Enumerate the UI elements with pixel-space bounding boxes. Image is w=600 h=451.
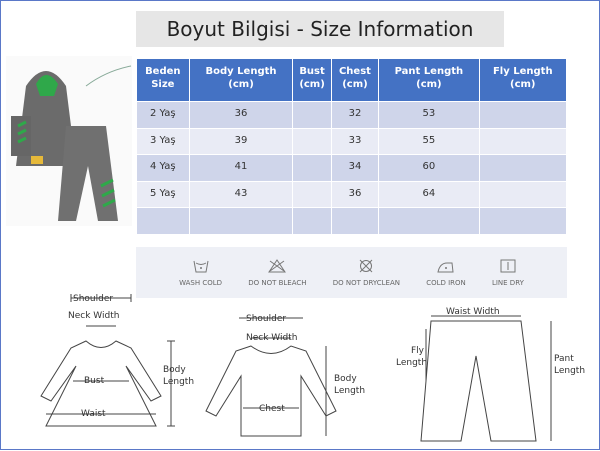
cell-size <box>136 207 190 235</box>
cell-bust <box>292 180 332 209</box>
header-chest: Chest (cm) <box>330 58 380 102</box>
table-row <box>136 207 568 235</box>
svg-text:Body: Body <box>334 374 357 384</box>
svg-text:Length: Length <box>396 358 427 368</box>
wash-cold-icon <box>193 260 209 272</box>
care-wash-cold: WASH COLD <box>179 247 222 298</box>
svg-text:Neck Width: Neck Width <box>68 311 119 321</box>
cell-bust <box>292 101 332 129</box>
svg-text:Pant: Pant <box>554 354 574 364</box>
svg-text:Length: Length <box>334 386 365 396</box>
cell-pant-length: 55 <box>378 127 480 156</box>
size-table: Beden Size Body Length (cm) Bust (cm) Chest… <box>136 58 568 235</box>
svg-text:Shoulder: Shoulder <box>246 314 286 324</box>
care-do-not-bleach: DO NOT BLEACH <box>248 247 307 298</box>
page-title: Boyut Bilgisi - Size Information <box>136 11 504 47</box>
header-pant-length: Pant Length (cm) <box>378 58 480 102</box>
cell-pant-length: 53 <box>378 101 480 129</box>
cell-chest: 33 <box>330 127 380 156</box>
cell-pant-length <box>378 207 480 235</box>
cell-size: 3 Yaş <box>136 127 190 156</box>
product-photo <box>6 56 132 226</box>
cell-bust <box>292 127 332 156</box>
cell-chest <box>330 207 380 235</box>
table-row: 3 Yaş 39 33 55 <box>136 127 568 156</box>
table-header-row: Beden Size Body Length (cm) Bust (cm) Chest… <box>136 58 568 102</box>
cell-pant-length: 60 <box>378 154 480 182</box>
cell-bust <box>292 207 332 235</box>
care-do-not-dryclean: DO NOT DRYCLEAN <box>333 247 400 298</box>
cell-fly-length <box>478 154 568 182</box>
svg-text:Fly: Fly <box>411 346 425 356</box>
cell-chest: 36 <box>330 180 380 209</box>
care-instructions: WASH COLD DO NOT BLEACH DO NOT DRYCLEAN … <box>136 247 567 298</box>
dress-diagram: Shoulder Neck Width Bust Waist Body Leng… <box>40 294 194 427</box>
svg-text:Length: Length <box>163 377 194 387</box>
table-row: 5 Yaş 43 36 64 <box>136 180 568 209</box>
cold-iron-icon <box>437 262 454 272</box>
header-bust: Bust (cm) <box>292 58 332 102</box>
pants-diagram: Waist Width Fly Length Pant Length <box>396 307 585 442</box>
cell-fly-length <box>478 101 568 129</box>
header-body-length: Body Length (cm) <box>188 58 294 102</box>
svg-text:Chest: Chest <box>259 404 285 414</box>
cell-body-length: 41 <box>188 154 294 182</box>
cell-body-length: 36 <box>188 101 294 129</box>
table-row: 4 Yaş 41 34 60 <box>136 154 568 182</box>
cell-body-length: 43 <box>188 180 294 209</box>
cell-chest: 32 <box>330 101 380 129</box>
do-not-dryclean-icon <box>360 259 373 272</box>
svg-text:Body: Body <box>163 365 186 375</box>
svg-text:Bust: Bust <box>84 376 105 386</box>
cell-body-length: 39 <box>188 127 294 156</box>
cell-fly-length <box>478 207 568 235</box>
cell-chest: 34 <box>330 154 380 182</box>
header-size: Beden Size <box>136 58 190 102</box>
cell-size: 5 Yaş <box>136 180 190 209</box>
cell-fly-length <box>478 180 568 209</box>
table-row: 2 Yaş 36 32 53 <box>136 101 568 129</box>
cell-size: 4 Yaş <box>136 154 190 182</box>
do-not-bleach-icon <box>268 258 287 272</box>
care-line-dry: LINE DRY <box>492 247 524 298</box>
svg-text:Length: Length <box>554 366 585 376</box>
svg-text:Neck Width: Neck Width <box>246 333 297 343</box>
cell-body-length <box>188 207 294 235</box>
shirt-diagram: Shoulder Neck Width Chest Body Length <box>205 314 365 437</box>
care-cold-iron: COLD IRON <box>426 247 466 298</box>
svg-text:Waist Width: Waist Width <box>446 307 500 317</box>
cell-pant-length: 64 <box>378 180 480 209</box>
cell-size: 2 Yaş <box>136 101 190 129</box>
line-dry-icon <box>500 259 516 272</box>
header-fly-length: Fly Length (cm) <box>478 58 568 102</box>
svg-text:Waist: Waist <box>81 409 106 419</box>
cell-fly-length <box>478 127 568 156</box>
cell-bust <box>292 154 332 182</box>
svg-text:Shoulder: Shoulder <box>73 294 113 304</box>
